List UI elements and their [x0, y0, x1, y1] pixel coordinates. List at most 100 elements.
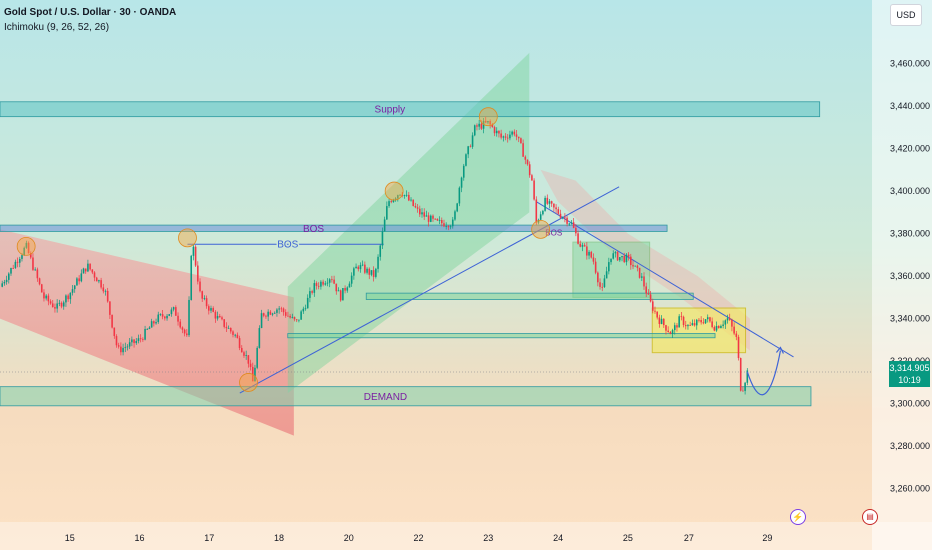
time-axis-panel[interactable]: [0, 522, 932, 550]
bear-candle: [520, 138, 522, 144]
bear-candle: [199, 281, 201, 292]
bear-candle: [586, 246, 588, 256]
bull-candle: [273, 312, 276, 314]
bear-candle: [636, 265, 639, 268]
bear-candle: [572, 222, 575, 228]
bear-candle: [665, 325, 667, 331]
bull-candle: [502, 136, 505, 138]
bear-candle: [12, 268, 14, 269]
bull-candle: [137, 338, 140, 342]
bull-candle: [671, 330, 674, 335]
bear-candle: [177, 315, 179, 322]
bear-candle: [40, 284, 43, 293]
bear-candle: [289, 315, 291, 318]
bull-candle: [487, 121, 489, 123]
bear-candle: [689, 325, 691, 326]
bull-candle: [449, 226, 452, 228]
bear-candle: [153, 321, 155, 324]
bear-candle: [287, 315, 289, 317]
price-tick-label: 3,260.000: [890, 484, 930, 494]
bull-candle: [548, 201, 551, 204]
bull-candle: [720, 325, 722, 329]
bear-candle: [194, 246, 197, 266]
projection-path: [746, 350, 782, 396]
level-zone: [287, 333, 716, 339]
bear-candle: [293, 316, 296, 320]
bear-candle: [658, 317, 661, 324]
bull-candle: [128, 342, 131, 347]
bull-candle: [190, 255, 193, 300]
bear-candle: [436, 218, 439, 221]
bear-candle: [218, 315, 221, 318]
bull-candle: [621, 256, 623, 258]
indicator-legend[interactable]: Ichimoku (9, 26, 52, 26): [4, 22, 110, 33]
projection-arrowhead: [775, 346, 784, 354]
bear-candle: [702, 322, 705, 324]
bear-candle: [524, 156, 527, 160]
bear-candle: [236, 334, 239, 339]
bear-candle: [32, 257, 34, 270]
bear-candle: [647, 293, 650, 295]
bear-candle: [186, 333, 188, 336]
bear-candle: [737, 336, 740, 359]
bull-candle: [660, 318, 663, 324]
bull-candle: [256, 347, 258, 368]
us-flag-icon[interactable]: ▤: [862, 509, 878, 525]
bull-candle: [561, 217, 564, 219]
bear-candle: [201, 291, 204, 299]
bull-candle: [353, 268, 355, 276]
bear-candle: [522, 143, 524, 157]
bear-candle: [427, 215, 430, 222]
bear-candle: [564, 217, 566, 219]
bull-candle: [471, 135, 474, 147]
bear-candle: [731, 319, 733, 327]
bear-candle: [179, 321, 182, 328]
bear-candle: [498, 130, 500, 134]
bear-candle: [643, 276, 645, 287]
bear-candle: [284, 312, 287, 316]
bos-inline-label: BOS: [545, 229, 562, 238]
bear-candle: [735, 333, 738, 337]
bull-candle: [124, 347, 127, 349]
bull-candle: [482, 120, 485, 129]
bull-candle: [3, 281, 6, 284]
bull-candle: [148, 327, 151, 329]
bull-candle: [172, 307, 175, 310]
bear-candle: [684, 325, 687, 327]
bull-candle: [375, 268, 377, 277]
bear-candle: [742, 390, 744, 392]
bull-candle: [619, 257, 621, 261]
bull-candle: [537, 219, 540, 223]
bull-candle: [625, 254, 628, 263]
bar-countdown: 10:19: [898, 375, 921, 385]
bear-candle: [555, 207, 557, 210]
bull-candle: [348, 283, 351, 288]
bull-candle: [300, 311, 302, 320]
bear-candle: [414, 205, 417, 208]
bull-candle: [144, 328, 146, 340]
bear-candle: [599, 282, 601, 287]
bull-candle: [603, 278, 606, 287]
bear-candle: [594, 261, 597, 273]
bear-candle: [667, 330, 669, 333]
time-tick-label: 15: [65, 533, 75, 543]
bear-candle: [531, 175, 533, 181]
bull-candle: [386, 206, 388, 220]
bull-candle: [726, 318, 729, 321]
price-axis-panel[interactable]: [872, 0, 932, 550]
price-tick-label: 3,460.000: [890, 59, 930, 69]
bear-candle: [469, 146, 472, 148]
bull-candle: [394, 198, 397, 200]
bear-candle: [43, 292, 45, 299]
bear-candle: [333, 279, 335, 284]
time-tick-label: 23: [483, 533, 493, 543]
price-tick-label: 3,380.000: [890, 229, 930, 239]
bull-candle: [45, 295, 47, 299]
lightning-icon[interactable]: ⚡: [790, 509, 806, 525]
supply-zone-label: Supply: [375, 105, 406, 116]
currency-button[interactable]: USD: [890, 4, 922, 26]
price-tick-label: 3,340.000: [890, 314, 930, 324]
bear-candle: [262, 313, 265, 316]
bear-candle: [535, 199, 538, 223]
